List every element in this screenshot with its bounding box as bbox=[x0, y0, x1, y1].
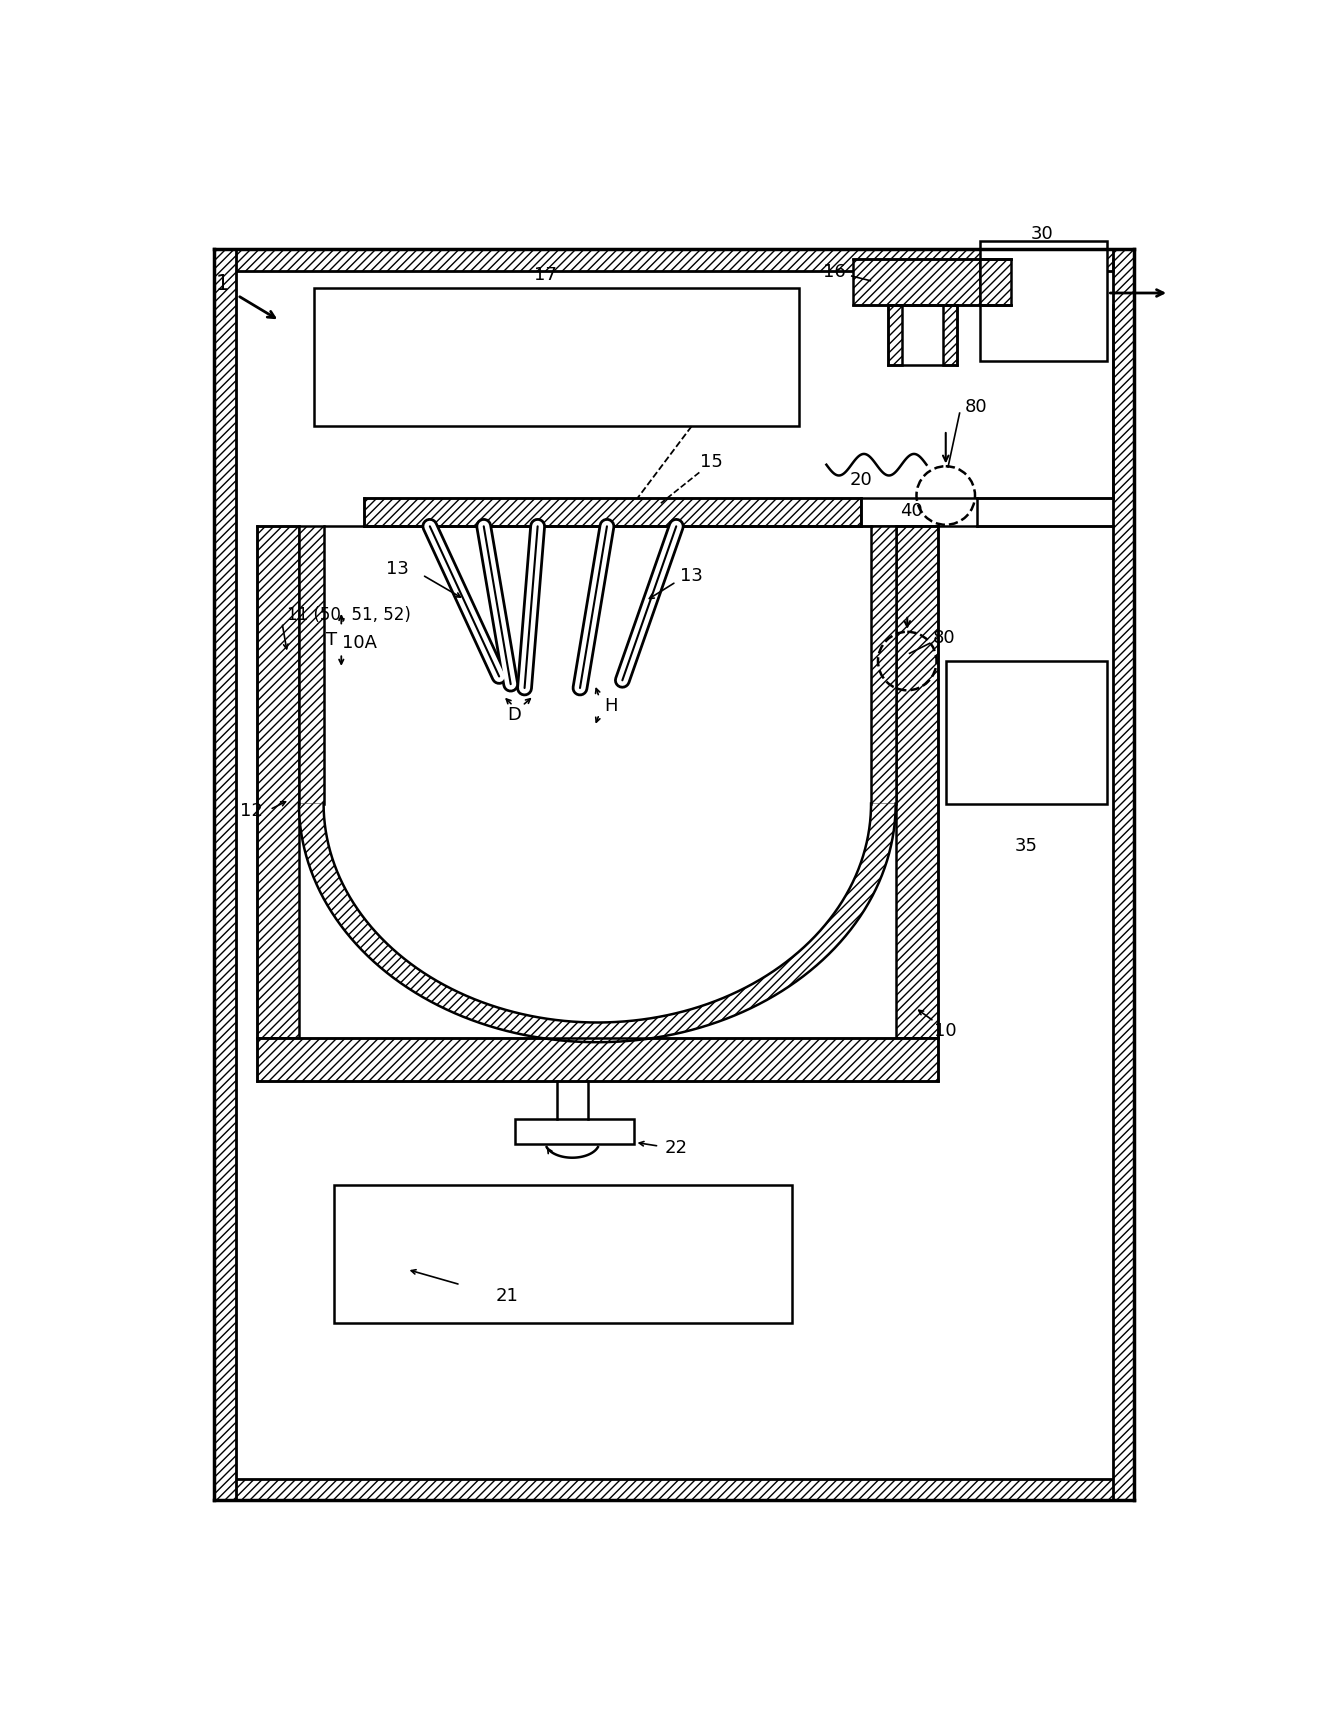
Text: H: H bbox=[604, 696, 618, 715]
Bar bbox=[215, 250, 1135, 271]
Text: 30: 30 bbox=[1031, 224, 1053, 243]
Text: 10: 10 bbox=[934, 1022, 957, 1039]
Text: 10A: 10A bbox=[341, 634, 377, 653]
Bar bbox=[981, 258, 1011, 305]
Text: 22: 22 bbox=[664, 1139, 688, 1156]
Bar bbox=[861, 498, 977, 526]
Bar bbox=[1112, 250, 1135, 1501]
Text: 80: 80 bbox=[965, 398, 988, 415]
Polygon shape bbox=[299, 526, 324, 803]
Bar bbox=[364, 498, 861, 526]
Bar bbox=[257, 526, 299, 1039]
Bar bbox=[888, 305, 902, 365]
Bar bbox=[215, 250, 236, 1501]
Polygon shape bbox=[871, 526, 896, 803]
Text: 1: 1 bbox=[215, 274, 228, 293]
Text: 21: 21 bbox=[496, 1287, 518, 1306]
Bar bbox=[333, 1185, 792, 1323]
Text: 80: 80 bbox=[933, 629, 956, 646]
Bar bbox=[514, 1120, 634, 1144]
Bar bbox=[946, 662, 1107, 803]
Text: 16: 16 bbox=[824, 264, 846, 281]
Polygon shape bbox=[299, 803, 896, 1042]
Bar bbox=[853, 258, 1011, 305]
Text: 12: 12 bbox=[240, 803, 262, 820]
Bar bbox=[315, 288, 800, 426]
Text: 13: 13 bbox=[680, 567, 702, 586]
Bar bbox=[944, 305, 957, 365]
Bar bbox=[896, 526, 938, 1039]
Bar bbox=[981, 241, 1107, 360]
Text: 35: 35 bbox=[1015, 837, 1039, 855]
Text: 11 (50, 51, 52): 11 (50, 51, 52) bbox=[287, 606, 411, 624]
Text: 20: 20 bbox=[850, 470, 873, 489]
Bar bbox=[257, 1039, 938, 1080]
Bar bbox=[215, 1478, 1135, 1501]
Text: T: T bbox=[327, 631, 337, 650]
Text: 15: 15 bbox=[700, 453, 724, 472]
Text: D: D bbox=[507, 706, 522, 724]
Text: 40: 40 bbox=[900, 501, 923, 520]
Text: 13: 13 bbox=[386, 560, 409, 577]
Text: 17: 17 bbox=[534, 265, 556, 284]
